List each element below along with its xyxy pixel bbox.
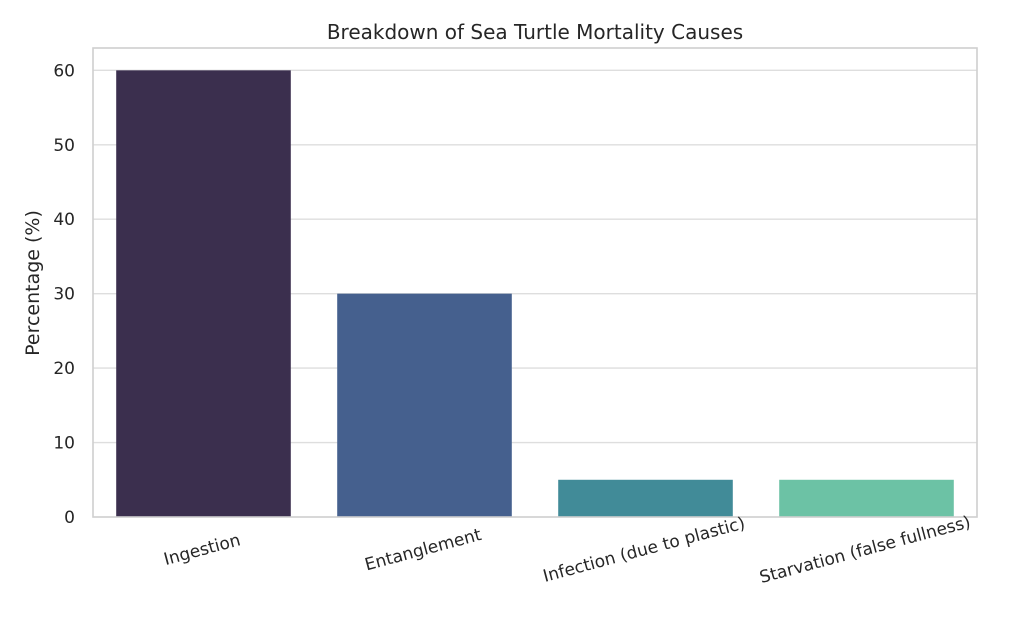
bar-starvation-false-fullness <box>779 479 954 517</box>
bars <box>116 70 954 517</box>
bar-entanglement <box>337 293 512 517</box>
x-tick-label: Infection (due to plastic) <box>541 514 747 587</box>
y-tick-label: 40 <box>53 210 75 230</box>
bar-infection-due-to-plastic <box>558 479 733 517</box>
bar-ingestion <box>116 70 291 517</box>
y-tick-labels: 0 10 20 30 40 50 60 <box>53 61 75 528</box>
x-tick-labels: Ingestion Entanglement Infection (due to p… <box>162 512 973 588</box>
x-tick-label: Ingestion <box>162 530 243 570</box>
y-tick-label: 30 <box>53 285 75 305</box>
plot-frame <box>92 47 978 518</box>
y-tick-label: 60 <box>53 61 75 81</box>
x-tick-label: Starvation (false fullness) <box>758 512 973 588</box>
chart-title: Breakdown of Sea Turtle Mortality Causes <box>327 20 743 44</box>
y-tick-label: 10 <box>53 434 75 454</box>
y-tick-label: 50 <box>53 136 75 156</box>
x-tick-label: Entanglement <box>363 525 484 575</box>
y-tick-label: 0 <box>64 508 75 528</box>
y-tick-label: 20 <box>53 359 75 379</box>
y-axis-label: Percentage (%) <box>22 210 44 356</box>
